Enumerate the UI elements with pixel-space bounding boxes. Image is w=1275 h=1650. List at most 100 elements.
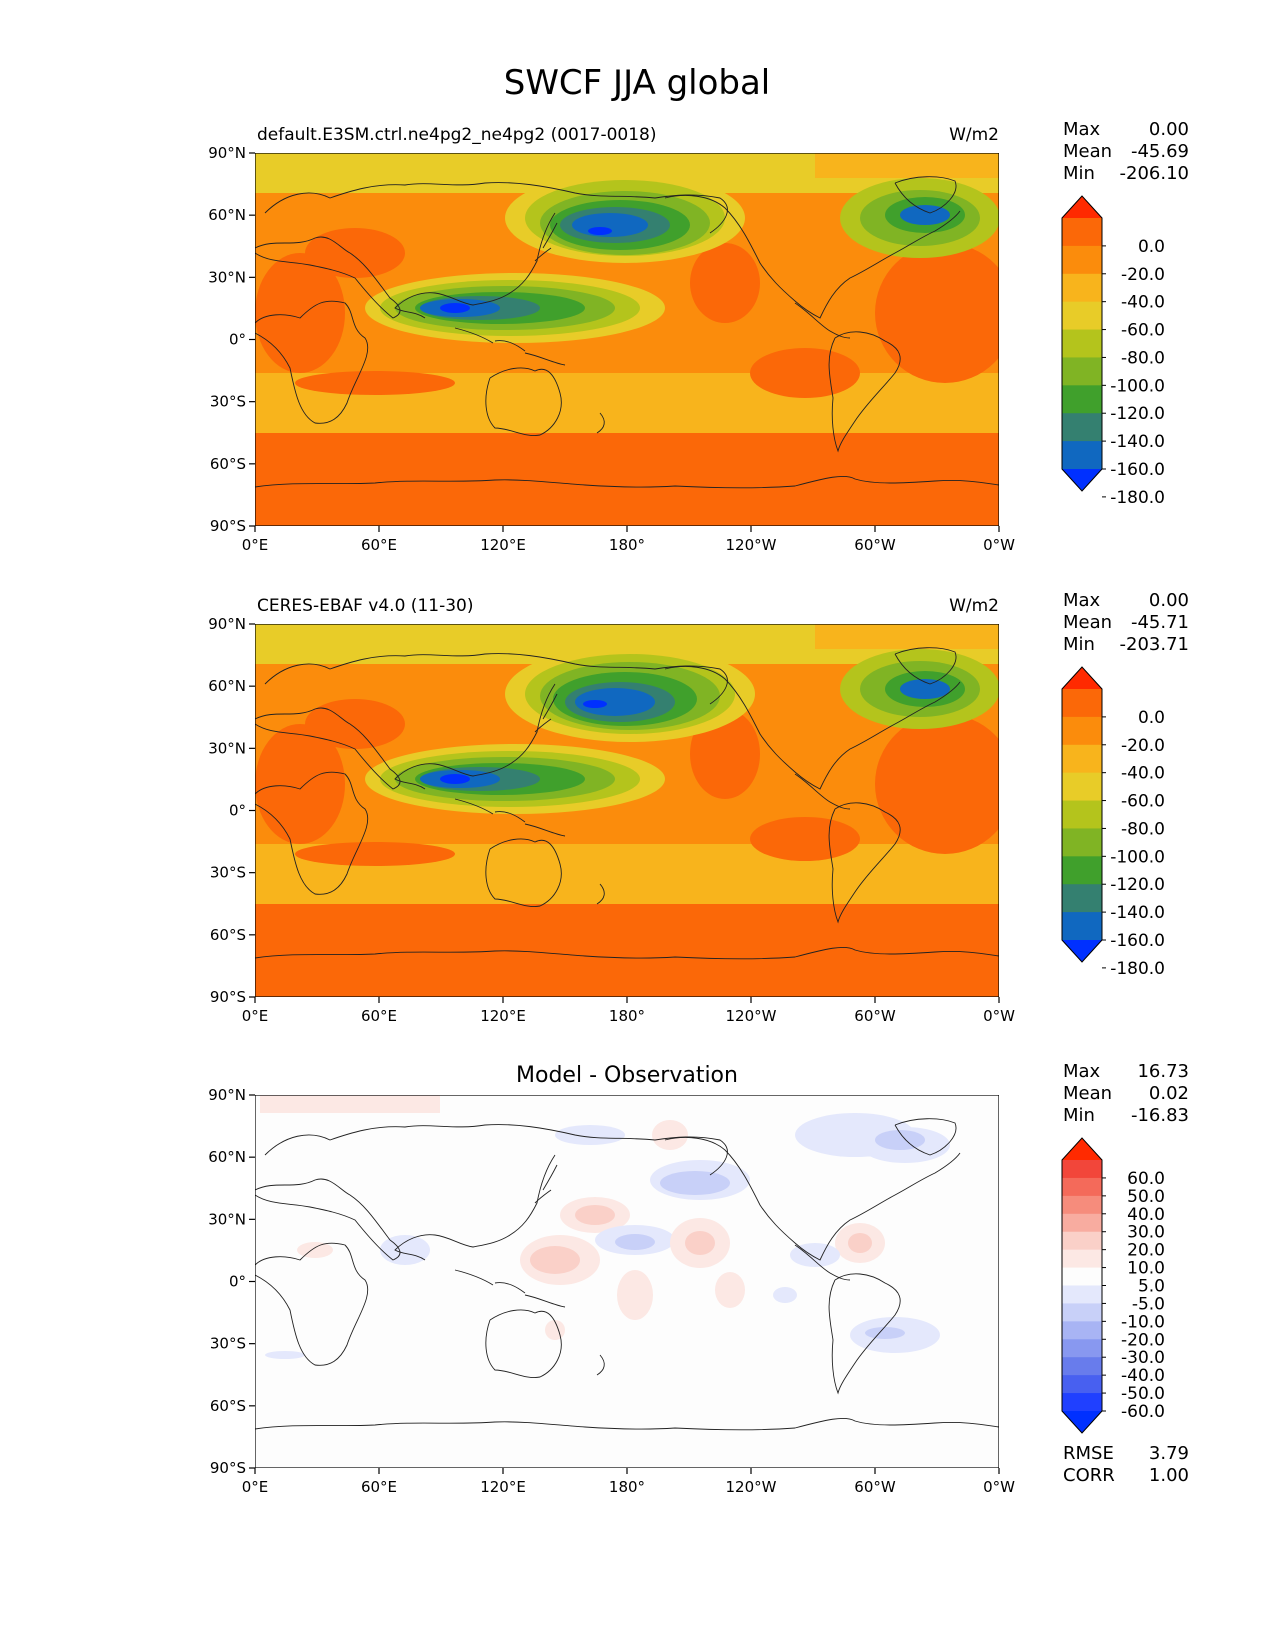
diff-panel: Model - Observation — [208, 1063, 1015, 1496]
colorbar-label: -40.0 — [1121, 1366, 1165, 1386]
lon-tick-label: 120°E — [480, 536, 526, 554]
metric-value: 3.79 — [1149, 1443, 1189, 1464]
stat-value: -203.71 — [1120, 634, 1189, 655]
colorbar-label: 0.0 — [1138, 708, 1165, 728]
ref-contours — [255, 624, 999, 997]
lat-tick-label: 90°N — [208, 615, 246, 633]
test-units: W/m2 — [949, 125, 999, 145]
colorbar-segment — [1062, 357, 1102, 386]
colorbar-segment — [1062, 800, 1102, 829]
lon-tick-label: 120°W — [726, 1007, 777, 1025]
colorbar-extend-min — [1062, 940, 1102, 962]
colorbar-label: 30.0 — [1127, 1223, 1165, 1243]
colorbar-extend-max — [1062, 667, 1102, 689]
lon-tick-label: 0°W — [983, 1007, 1015, 1025]
colorbar-label: -60.0 — [1121, 792, 1165, 812]
colorbar-label: -160.0 — [1110, 931, 1165, 951]
colorbar-segment — [1062, 1267, 1102, 1286]
diff-metrics: RMSE 3.79 CORR 1.00 — [1063, 1443, 1189, 1486]
colorbar-label: -40.0 — [1121, 293, 1165, 313]
lon-tick-label: 0°W — [983, 536, 1015, 554]
colorbar-label: -40.0 — [1121, 764, 1165, 784]
colorbar-extend-max — [1062, 1138, 1102, 1160]
stat-value: -45.69 — [1131, 141, 1189, 162]
colorbar-segment — [1062, 1393, 1102, 1412]
colorbar-label: -140.0 — [1110, 903, 1165, 923]
colorbar-segment — [1062, 1160, 1102, 1179]
colorbar-segment — [1062, 385, 1102, 414]
lat-tick-label: 30°S — [210, 1335, 246, 1353]
metric-value: 1.00 — [1149, 1465, 1189, 1486]
stat-label: Max — [1063, 590, 1101, 611]
lon-tick-label: 120°E — [480, 1478, 526, 1496]
lat-tick-label: 0° — [229, 802, 246, 820]
ref-left-title: CERES-EBAF v4.0 (11-30) — [257, 596, 473, 616]
lon-tick-label: 180° — [609, 1478, 645, 1496]
lon-tick-label: 0°E — [242, 536, 269, 554]
stat-label: Min — [1063, 1105, 1095, 1126]
colorbar-segment — [1062, 1195, 1102, 1215]
ref-stats: Max 0.00 Mean -45.71 Min -203.71 — [1063, 590, 1189, 655]
colorbar-segment — [1062, 1231, 1102, 1251]
diff-colorbar: 60.050.040.030.020.010.05.0-5.0-10.0-20.… — [1061, 1137, 1165, 1434]
test-contours — [255, 153, 999, 526]
lon-tick-label: 60°W — [854, 1007, 896, 1025]
lat-tick-label: 30°S — [210, 864, 246, 882]
stat-label: Mean — [1063, 612, 1112, 633]
colorbar-label: -180.0 — [1110, 959, 1165, 979]
lat-tick-label: 60°S — [210, 455, 246, 473]
lat-tick-label: 90°S — [210, 1459, 246, 1477]
test-stats: Max 0.00 Mean -45.69 Min -206.10 — [1063, 119, 1189, 184]
lon-tick-label: 60°W — [854, 536, 896, 554]
colorbar-segment — [1062, 245, 1102, 275]
lat-tick-label: 90°S — [210, 517, 246, 535]
colorbar-segment — [1062, 413, 1102, 442]
lon-tick-label: 60°W — [854, 1478, 896, 1496]
colorbar-segment — [1062, 716, 1102, 746]
colorbar-label: 5.0 — [1138, 1277, 1165, 1297]
stat-label: Max — [1063, 119, 1101, 140]
lat-tick-label: 60°S — [210, 1397, 246, 1415]
colorbar-label: 0.0 — [1138, 237, 1165, 257]
stat-value: 0.02 — [1149, 1083, 1189, 1104]
colorbar-label: 60.0 — [1127, 1169, 1165, 1189]
colorbar-extend-min — [1062, 1411, 1102, 1433]
colorbar-segment — [1062, 772, 1102, 802]
colorbar-segment — [1062, 1375, 1102, 1394]
test-lat-ticks: 90°N 60°N 30°N 0° 30°S 60°S 90°S — [208, 144, 255, 535]
colorbar-label: -100.0 — [1110, 847, 1165, 867]
lat-tick-label: 30°N — [208, 268, 246, 286]
colorbar-segment — [1062, 1249, 1102, 1269]
colorbar-label: -100.0 — [1110, 376, 1165, 396]
colorbar-extend-max — [1062, 196, 1102, 218]
stat-label: Min — [1063, 634, 1095, 655]
colorbar-label: -120.0 — [1110, 875, 1165, 895]
lon-tick-label: 120°W — [726, 1478, 777, 1496]
colorbar-label: -120.0 — [1110, 404, 1165, 424]
colorbar-label: 20.0 — [1127, 1241, 1165, 1261]
colorbar-segment — [1062, 1213, 1102, 1233]
diff-center-title: Model - Observation — [516, 1063, 738, 1088]
lat-tick-label: 90°N — [208, 1086, 246, 1104]
colorbar-segment — [1062, 744, 1102, 774]
colorbar-label: -10.0 — [1121, 1312, 1165, 1332]
diff-lon-ticks: 0°E 60°E 120°E 180° 120°W 60°W 0°W — [242, 1468, 1015, 1496]
ref-lat-ticks: 90°N 60°N 30°N 0° 30°S 60°S 90°S — [208, 615, 255, 1006]
colorbar-segment — [1062, 218, 1102, 247]
test-panel: default.E3SM.ctrl.ne4pg2_ne4pg2 (0017-00… — [208, 125, 1015, 554]
colorbar-segment — [1062, 828, 1102, 857]
colorbar-segment — [1062, 1303, 1102, 1322]
colorbar-label: -20.0 — [1121, 265, 1165, 285]
colorbar-label: 10.0 — [1127, 1259, 1165, 1279]
lon-tick-label: 120°W — [726, 536, 777, 554]
stat-value: 16.73 — [1137, 1061, 1189, 1082]
lon-tick-label: 60°E — [361, 536, 397, 554]
colorbar-label: -20.0 — [1121, 1330, 1165, 1350]
lat-tick-label: 60°S — [210, 926, 246, 944]
colorbar-segment — [1062, 441, 1102, 470]
colorbar-extend-min — [1062, 469, 1102, 491]
lat-tick-label: 30°S — [210, 393, 246, 411]
test-lon-ticks: 0°E 60°E 120°E 180° 120°W 60°W 0°W — [242, 526, 1015, 554]
colorbar-label: 50.0 — [1127, 1187, 1165, 1207]
